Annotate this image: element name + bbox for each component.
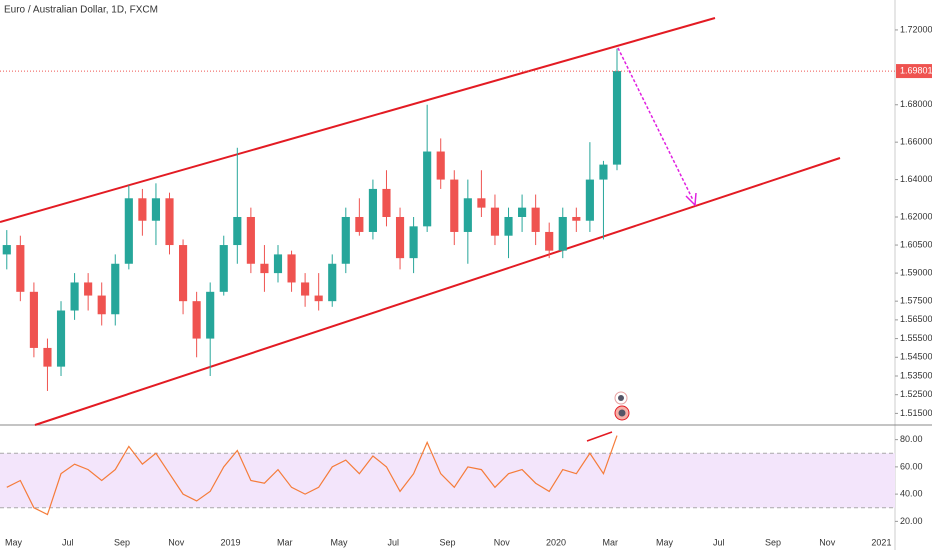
candle-body	[2, 245, 11, 255]
x-tick-label: May	[5, 537, 23, 547]
candle-body	[436, 151, 445, 180]
candle-body	[84, 282, 93, 296]
candle-body	[477, 198, 486, 208]
rsi-tick-label: 40.00	[900, 489, 923, 499]
candle-body	[233, 216, 242, 246]
candle-body	[43, 347, 52, 367]
x-tick-label: May	[656, 537, 674, 547]
x-tick-label: 2019	[221, 537, 241, 547]
candle-body	[599, 164, 608, 180]
candle-body	[572, 216, 581, 221]
candle-body	[558, 216, 567, 251]
candle-body	[301, 282, 310, 296]
x-tick-label: Sep	[114, 537, 130, 547]
candle-body	[138, 198, 147, 221]
candle-body	[111, 263, 120, 315]
candle-body	[29, 291, 38, 348]
x-tick-label: Nov	[494, 537, 511, 547]
x-tick-label: Nov	[819, 537, 836, 547]
event-icon-dot	[618, 409, 626, 417]
x-tick-label: Jul	[713, 537, 725, 547]
candle-body	[395, 216, 405, 259]
candle-body	[368, 188, 377, 232]
y-tick-label: 1.55500	[900, 333, 932, 343]
channel-upper	[0, 17, 716, 223]
candle-body	[382, 188, 391, 217]
y-tick-label: 1.57500	[900, 296, 932, 306]
candle-body	[518, 207, 527, 217]
candle-body	[423, 151, 432, 227]
y-tick-label: 1.72000	[900, 24, 932, 34]
rsi-divergence-line	[586, 431, 613, 442]
candle-body	[450, 179, 459, 232]
candle-body	[341, 216, 350, 264]
event-icon-dot	[618, 395, 624, 401]
x-tick-label: Jul	[387, 537, 399, 547]
candle-body	[545, 231, 554, 251]
x-tick-label: Mar	[602, 537, 618, 547]
candle-body	[585, 179, 594, 221]
candle-body	[165, 198, 174, 246]
y-tick-label: 1.59000	[900, 267, 932, 277]
rsi-tick-label: 20.00	[900, 516, 923, 526]
candle-body	[124, 198, 133, 264]
channel-lower	[34, 157, 841, 426]
x-tick-label: Sep	[765, 537, 781, 547]
candle-body	[16, 245, 25, 292]
candle-body	[97, 295, 106, 315]
candle-body	[314, 295, 323, 302]
x-tick-label: Sep	[439, 537, 455, 547]
candle-body	[463, 198, 472, 232]
candle-body	[273, 254, 283, 274]
y-tick-label: 1.52500	[900, 389, 932, 399]
x-tick-label: 2020	[546, 537, 566, 547]
candle-body	[260, 263, 269, 274]
x-tick-label: Mar	[277, 537, 293, 547]
x-tick-label: Jul	[62, 537, 74, 547]
x-tick-label: May	[331, 537, 349, 547]
last-price-tag	[896, 64, 932, 79]
y-tick-label: 1.64000	[900, 174, 932, 184]
candle-body	[192, 301, 201, 339]
candle-body	[355, 216, 364, 232]
candle-body	[219, 245, 228, 292]
chart-title: Euro / Australian Dollar, 1D, FXCM	[4, 5, 158, 16]
y-tick-label: 1.54500	[900, 352, 932, 362]
candle-body	[328, 263, 337, 302]
x-tick-label: Nov	[168, 537, 185, 547]
y-tick-label: 1.60500	[900, 239, 932, 249]
rsi-tick-label: 80.00	[900, 434, 923, 444]
y-tick-label: 1.53500	[900, 370, 932, 380]
x-tick-label: 2021	[871, 537, 891, 547]
candle-body	[246, 216, 255, 264]
candle-body	[490, 207, 500, 236]
candle-body	[151, 198, 161, 221]
y-tick-label: 1.66000	[900, 137, 932, 147]
y-tick-label: 1.56500	[900, 314, 932, 324]
candle-body	[287, 254, 296, 283]
candle-body	[504, 216, 513, 236]
projection-arrow	[617, 47, 694, 201]
y-tick-label: 1.51500	[900, 408, 932, 418]
candle-body	[612, 71, 622, 165]
candle-body	[56, 310, 66, 367]
y-tick-label: 1.62000	[900, 211, 932, 221]
y-tick-label: 1.68000	[900, 99, 932, 109]
last-price-label: 1.69801	[900, 65, 932, 75]
candle-body	[179, 245, 188, 302]
candle-body	[531, 207, 540, 232]
candle-body	[206, 291, 215, 339]
candle-body	[70, 282, 79, 311]
arrow-head	[685, 192, 697, 207]
rsi-tick-label: 60.00	[900, 461, 923, 471]
candle-body	[409, 226, 418, 259]
rsi-line	[6, 435, 618, 516]
